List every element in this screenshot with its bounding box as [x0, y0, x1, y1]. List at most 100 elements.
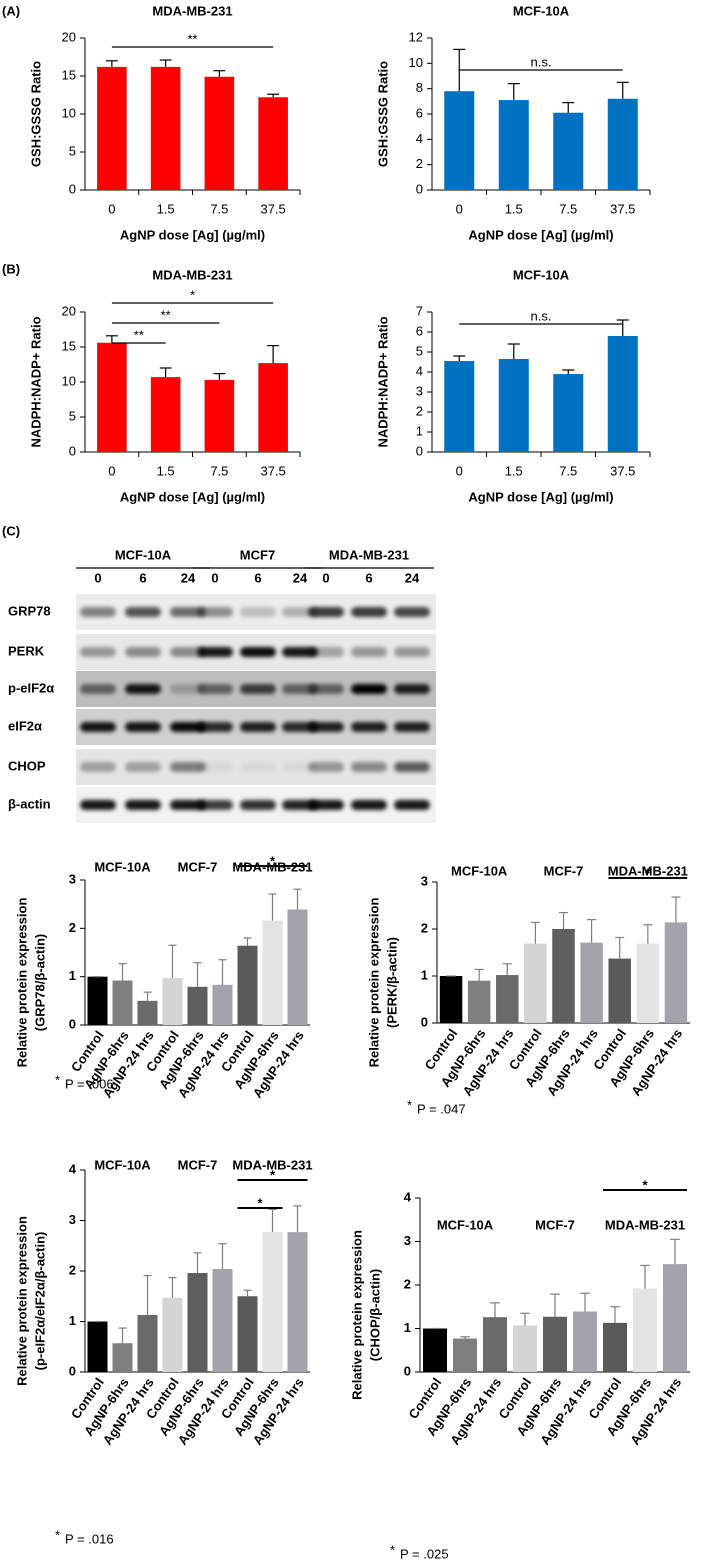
x-tick-label: 0: [456, 201, 463, 216]
error-bar: [616, 319, 629, 336]
y-tick-label: 2: [404, 1276, 411, 1291]
y-axis-label: (PERK/β-actin): [384, 937, 399, 1028]
blot-band: [125, 647, 161, 657]
blot-row-label: eIF2α: [8, 718, 42, 733]
bar: [97, 342, 127, 452]
error-bar: [640, 1264, 650, 1289]
blot-band: [80, 722, 116, 732]
bar: [483, 1317, 507, 1372]
error-bar: [268, 1208, 277, 1233]
bar: [237, 1296, 258, 1372]
chart-title: MCF-10A: [513, 3, 570, 18]
blot-band: [394, 607, 430, 617]
y-tick-label: 10: [409, 55, 423, 70]
y-tick-label: 4: [416, 131, 423, 146]
footnote-mark: *: [55, 1072, 60, 1087]
blot-lane-label: 0: [94, 570, 101, 585]
blot-band: [170, 647, 206, 657]
bar: [150, 377, 181, 452]
y-tick-label: 3: [69, 871, 76, 886]
error-bar: [168, 944, 177, 979]
panel-label: (B): [2, 261, 20, 276]
bar: [607, 336, 638, 452]
group-label: MCF-7: [178, 1157, 218, 1172]
y-tick-label: 1: [69, 968, 76, 983]
error-bar: [168, 1276, 177, 1298]
bar: [543, 1316, 567, 1372]
blot-row-label: β-actin: [8, 796, 51, 811]
footnote: P = .016: [65, 1531, 114, 1546]
bar: [553, 112, 584, 190]
bar: [553, 374, 584, 452]
y-tick-label: 4: [69, 1161, 77, 1176]
error-bar: [159, 367, 172, 378]
blot-row-label: GRP78: [8, 603, 51, 618]
blot-group-label: MCF-10A: [115, 547, 172, 562]
y-tick-label: 5: [416, 343, 423, 358]
bar: [187, 986, 208, 1025]
error-bar: [243, 937, 252, 946]
bar: [112, 1343, 133, 1372]
bar: [87, 976, 108, 1025]
x-axis-label: AgNP dose [Ag] (µg/ml): [120, 489, 265, 504]
bar: [444, 361, 475, 452]
error-bar: [193, 962, 202, 987]
bar: [287, 909, 308, 1025]
error-bar: [616, 81, 629, 99]
bar: [608, 958, 631, 1023]
x-tick-label: 37.5: [610, 463, 635, 478]
x-tick-label: 7.5: [559, 463, 577, 478]
group-label: MCF-7: [535, 1217, 575, 1232]
y-tick-label: 5: [69, 143, 76, 158]
error-bar: [507, 343, 520, 359]
y-axis-label: Relative protein expression: [14, 898, 29, 1068]
blot-band: [197, 607, 233, 617]
panel-label: (C): [2, 523, 20, 538]
y-tick-label: 0: [416, 181, 423, 196]
footnote: P = .006: [65, 1076, 114, 1091]
y-tick-label: 0: [404, 1363, 411, 1378]
group-label: MCF-10A: [94, 1157, 151, 1172]
x-tick-label: 1.5: [505, 201, 523, 216]
y-tick-label: 10: [62, 373, 76, 388]
error-bar: [293, 888, 302, 910]
blot-lane-label: 24: [293, 570, 308, 585]
bar: [137, 1000, 158, 1025]
blot-row-label: PERK: [8, 643, 45, 658]
blot-row-label: p-eIF2α: [8, 680, 54, 695]
y-tick-label: 4: [416, 363, 423, 378]
error-bar: [143, 991, 152, 1001]
bar: [258, 97, 288, 190]
blot-lane-label: 24: [181, 570, 196, 585]
bar: [603, 1322, 627, 1372]
bar: [453, 1338, 477, 1372]
blot-band: [125, 607, 161, 617]
y-axis-label: Relative protein expression: [14, 1216, 29, 1386]
y-tick-label: 2: [69, 920, 76, 935]
significance-label: n.s.: [531, 308, 552, 323]
significance-label: *: [645, 865, 651, 880]
blot-band: [394, 684, 430, 694]
error-bar: [143, 1274, 152, 1315]
x-tick-label: 37.5: [260, 463, 285, 478]
blot-band: [240, 762, 276, 772]
bar: [162, 1297, 183, 1372]
blot-group-label: MDA-MB-231: [329, 547, 409, 562]
bar: [498, 359, 529, 452]
significance-label: *: [190, 287, 195, 302]
blot-lane-label: 6: [365, 570, 372, 585]
blot-band: [240, 800, 276, 810]
bar: [237, 945, 258, 1025]
error-bar: [193, 1252, 202, 1274]
group-label: MCF-10A: [451, 863, 508, 878]
y-tick-label: 15: [62, 67, 76, 82]
x-tick-label: 0: [108, 463, 115, 478]
bar: [137, 1314, 158, 1372]
blot-band: [351, 684, 387, 694]
error-bar: [587, 918, 597, 943]
blot-band: [308, 722, 344, 732]
bar: [607, 98, 638, 190]
y-tick-label: 15: [62, 338, 76, 353]
error-bar: [268, 893, 277, 921]
x-tick-label: 0: [108, 201, 115, 216]
